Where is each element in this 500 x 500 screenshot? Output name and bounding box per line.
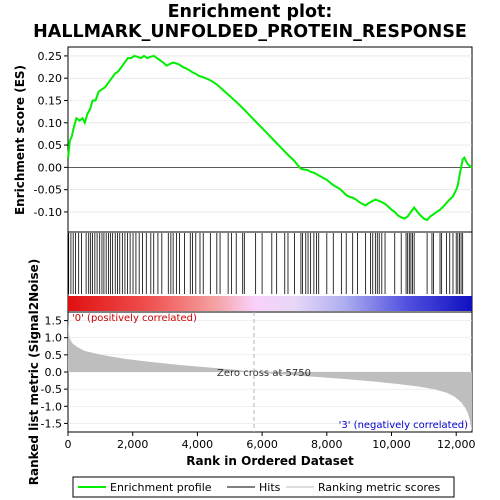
chart-title-line2: HALLMARK_UNFOLDED_PROTEIN_RESPONSE bbox=[33, 22, 467, 42]
x-tick-label: 8,000 bbox=[311, 438, 343, 451]
legend-label-hits: Hits bbox=[259, 481, 281, 494]
x-tick-label: 6,000 bbox=[246, 438, 278, 451]
metric-panel: 1.5 1.0 0.5 0.0 -0.5 -1.0 -1.5 0 2,000 4,000 6,00… bbox=[27, 259, 475, 486]
es-y-tick-label: 0.15 bbox=[38, 94, 63, 107]
es-y-tick-label: 0.05 bbox=[38, 139, 63, 152]
metric-y-tick-label: -0.5 bbox=[41, 383, 62, 396]
negative-correlation-label: '3' (negatively correlated) bbox=[339, 420, 468, 431]
es-y-tick-label: 0.25 bbox=[38, 50, 63, 63]
metric-y-tick-label: 0.0 bbox=[45, 366, 63, 379]
es-panel: 0.25 0.20 0.15 0.10 0.05 0.00 -0.05 -0.10 Enric… bbox=[13, 46, 473, 233]
legend: Enrichment profile Hits Ranking metric s… bbox=[72, 476, 455, 498]
es-y-tick-label: 0.20 bbox=[38, 72, 63, 85]
x-tick-label: 12,000 bbox=[437, 438, 476, 451]
legend-label-metric: Ranking metric scores bbox=[318, 481, 440, 494]
correlation-color-bar bbox=[68, 296, 472, 311]
metric-y-tick-label: -1.0 bbox=[41, 400, 62, 413]
metric-y-tick-label: 1.0 bbox=[45, 332, 63, 345]
metric-y-tick-label: 1.5 bbox=[45, 315, 63, 328]
zero-cross-label: Zero cross at 5750 bbox=[217, 368, 311, 379]
legend-label-profile: Enrichment profile bbox=[110, 481, 212, 494]
metric-y-tick-label: 0.5 bbox=[45, 349, 63, 362]
metric-y-tick-label: -1.5 bbox=[41, 417, 62, 430]
x-tick-label: 2,000 bbox=[117, 438, 149, 451]
x-tick-label: 0 bbox=[65, 438, 72, 451]
x-axis-label: Rank in Ordered Dataset bbox=[186, 454, 354, 468]
x-tick-label: 4,000 bbox=[182, 438, 214, 451]
legend-frame bbox=[72, 476, 455, 498]
enrichment-profile-line bbox=[67, 54, 473, 222]
positive-correlation-label: '0' (positively correlated) bbox=[72, 313, 197, 324]
es-y-tick-label: 0.10 bbox=[38, 117, 63, 130]
x-tick-label: 10,000 bbox=[372, 438, 411, 451]
es-panel-frame bbox=[67, 46, 473, 233]
es-y-tick-label: 0.00 bbox=[38, 161, 63, 174]
es-y-tick-label: -0.05 bbox=[34, 184, 62, 197]
es-y-tick-label: -0.10 bbox=[34, 206, 62, 219]
chart-title-line1: Enrichment plot: bbox=[167, 2, 333, 22]
es-y-axis-label: Enrichment score (ES) bbox=[13, 65, 27, 215]
metric-y-axis-label: Ranked list metric (Signal2Noise) bbox=[27, 259, 41, 486]
hits-panel bbox=[67, 231, 473, 313]
ranking-metric-area bbox=[68, 318, 472, 431]
